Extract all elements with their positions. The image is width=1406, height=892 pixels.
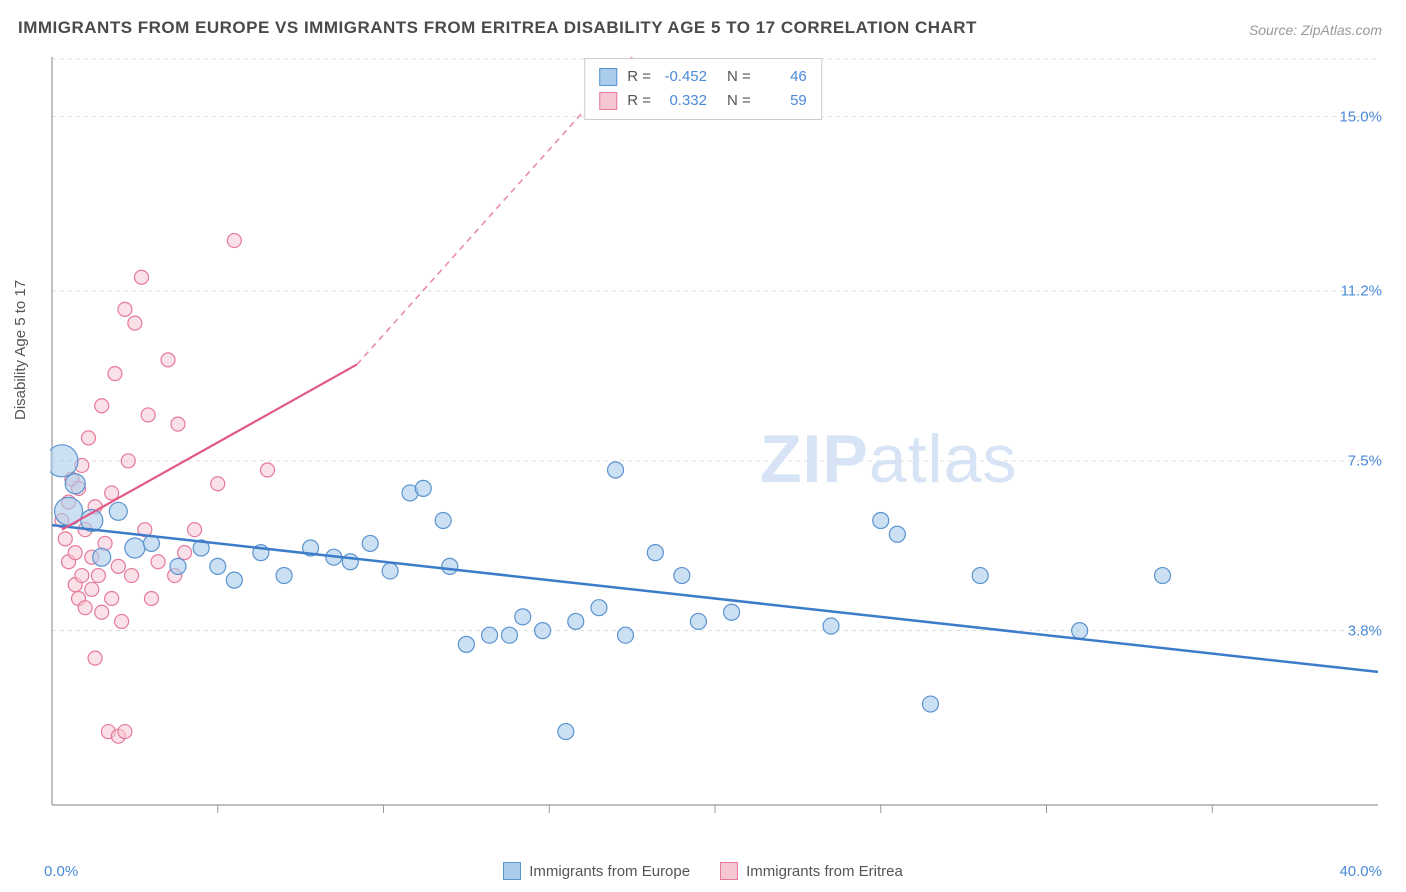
y-axis-label: Disability Age 5 to 17 — [12, 280, 29, 420]
source-label: Source: ZipAtlas.com — [1249, 22, 1382, 38]
stats-legend: R = -0.452 N = 46 R = 0.332 N = 59 — [584, 58, 822, 120]
scatter-plot — [50, 55, 1380, 825]
y-tick-label: 15.0% — [1339, 108, 1382, 125]
stats-row-eritrea: R = 0.332 N = 59 — [599, 89, 807, 113]
legend-item-europe: Immigrants from Europe — [503, 862, 690, 880]
stats-row-europe: R = -0.452 N = 46 — [599, 65, 807, 89]
swatch-europe-icon — [503, 862, 521, 880]
legend: Immigrants from Europe Immigrants from E… — [0, 862, 1406, 880]
swatch-eritrea-icon — [599, 92, 617, 110]
chart-title: IMMIGRANTS FROM EUROPE VS IMMIGRANTS FRO… — [18, 18, 977, 38]
y-tick-label: 11.2% — [1341, 283, 1382, 300]
y-tick-label: 3.8% — [1348, 622, 1382, 639]
swatch-europe-icon — [599, 68, 617, 86]
swatch-eritrea-icon — [720, 862, 738, 880]
y-tick-label: 7.5% — [1348, 452, 1382, 469]
legend-item-eritrea: Immigrants from Eritrea — [720, 862, 903, 880]
